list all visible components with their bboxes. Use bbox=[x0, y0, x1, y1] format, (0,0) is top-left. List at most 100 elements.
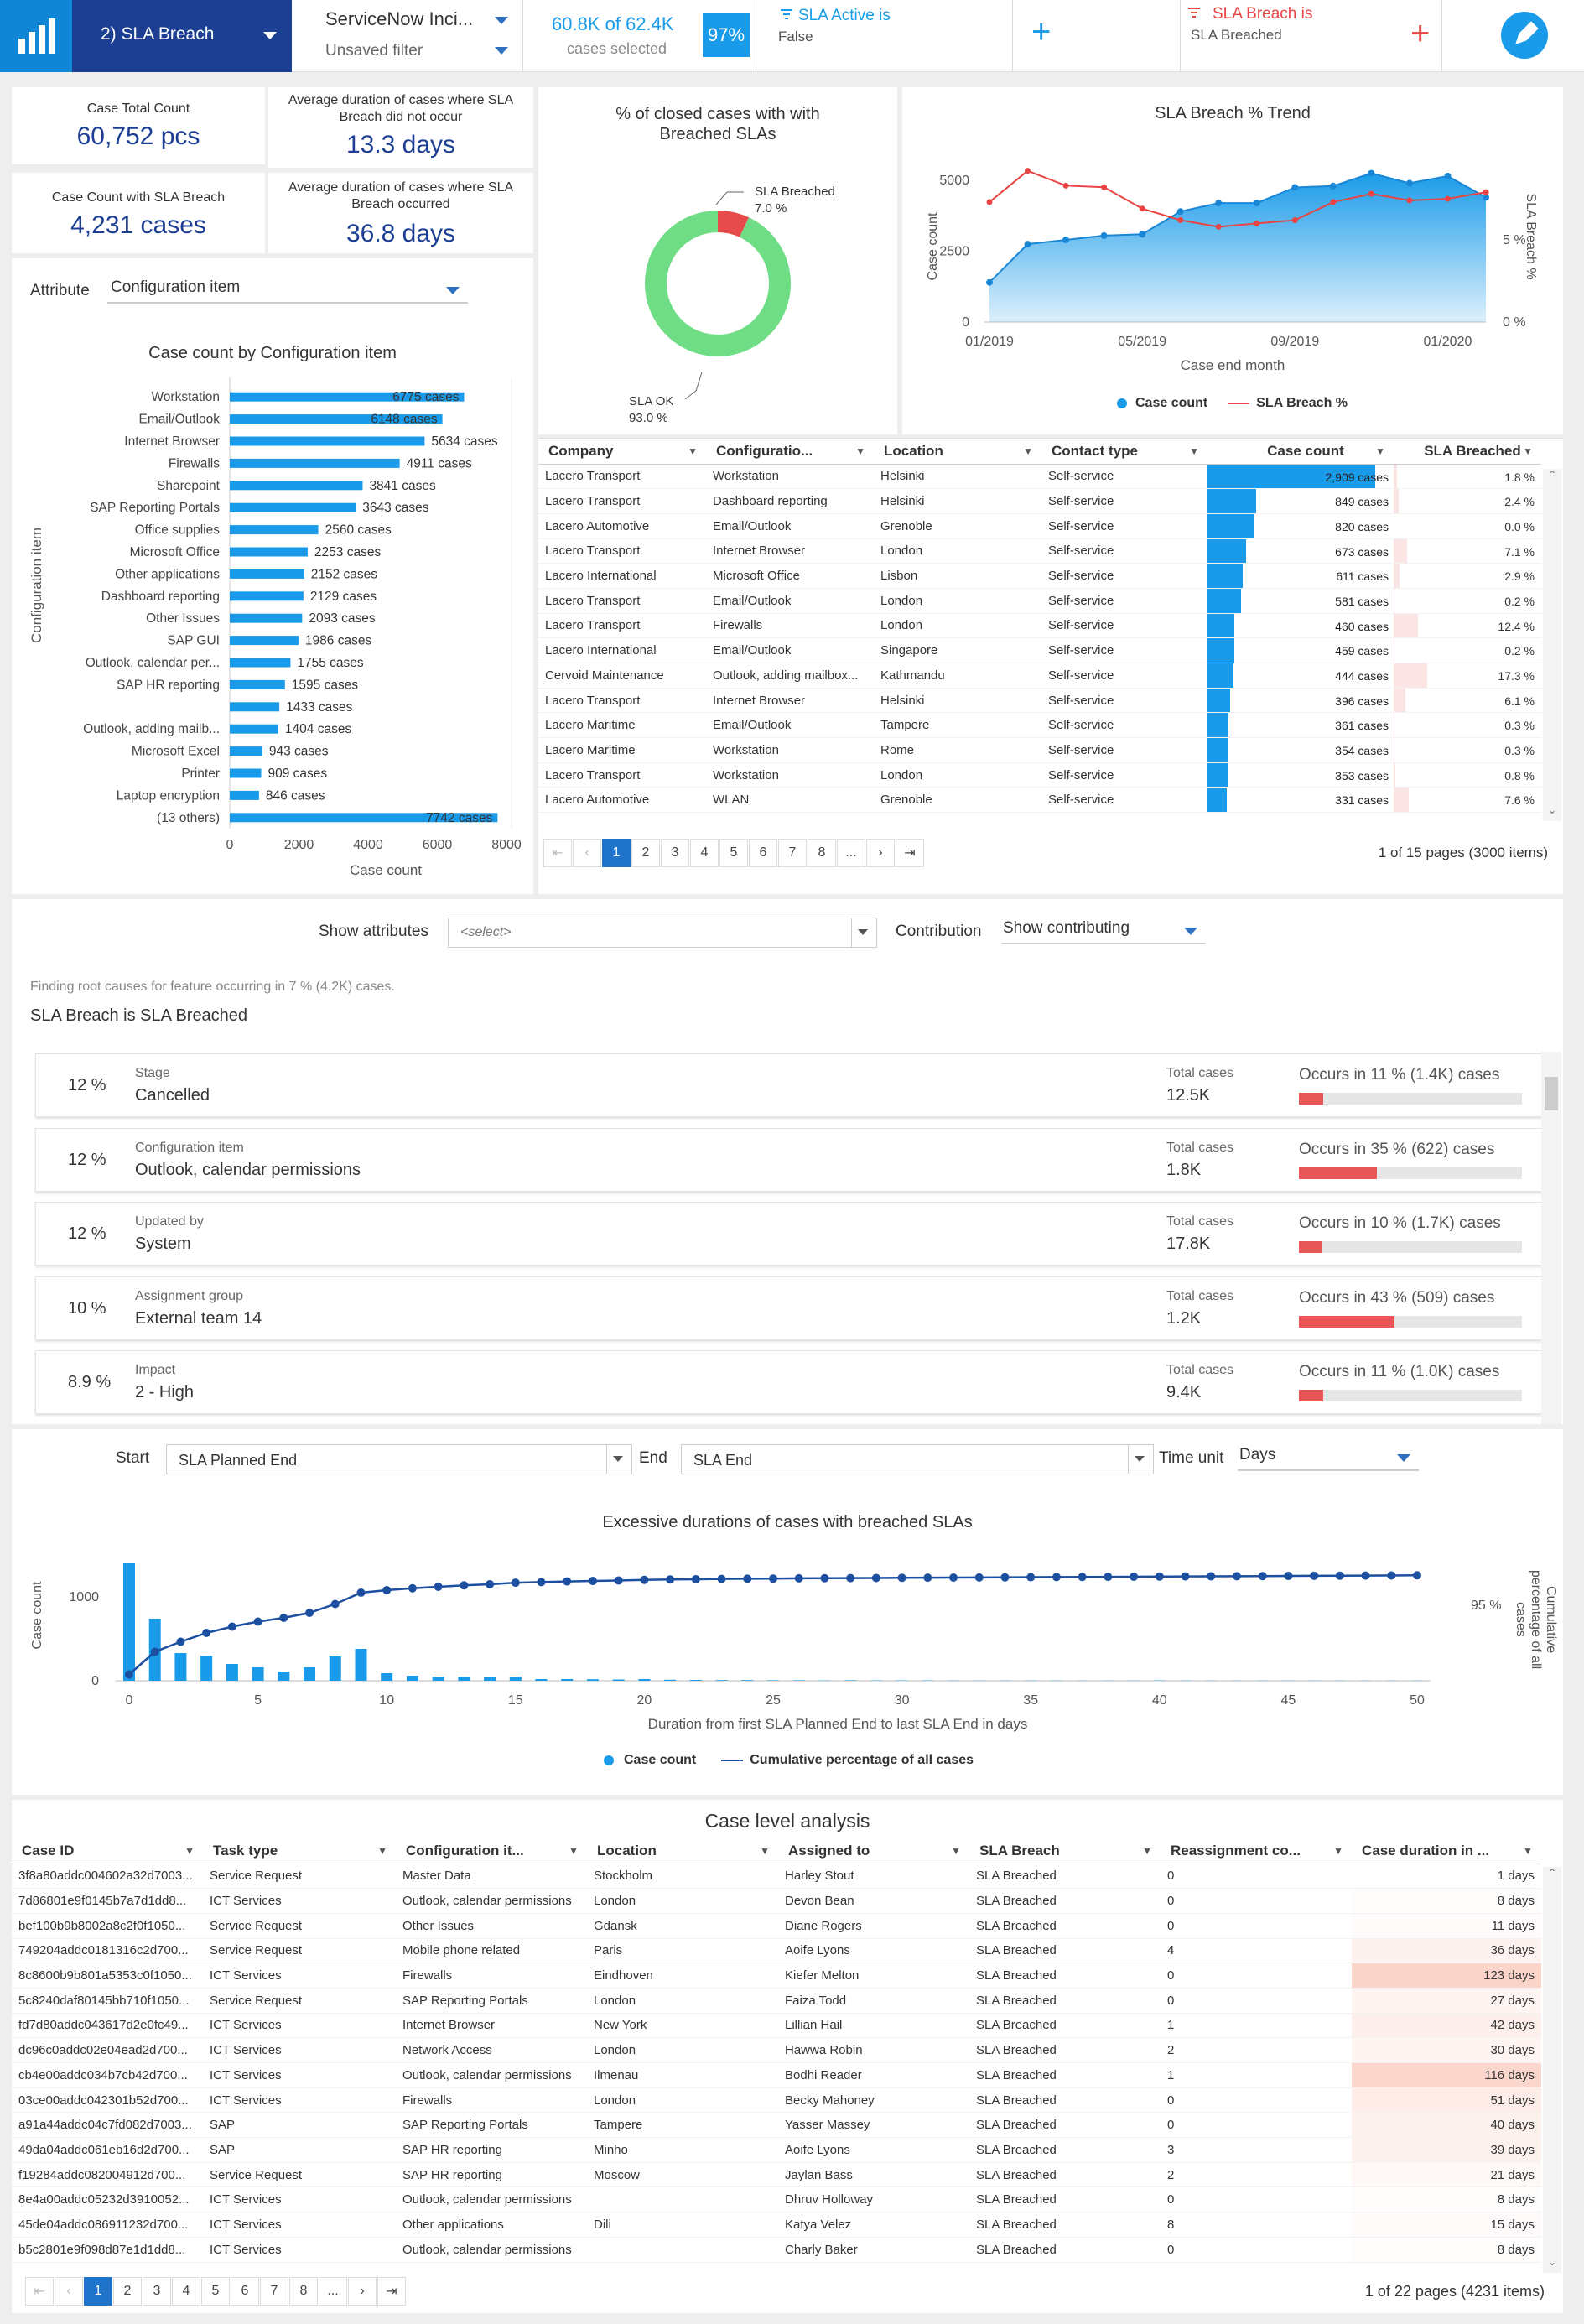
page-button[interactable]: 6 bbox=[749, 839, 777, 867]
column-header[interactable]: Company ▼ bbox=[538, 439, 706, 465]
filter-icon[interactable]: ▼ bbox=[569, 1845, 579, 1857]
scroll-up-icon[interactable]: ⌃ bbox=[1547, 469, 1557, 481]
column-header[interactable]: Case duration in ... ▼ bbox=[1352, 1838, 1541, 1864]
column-header[interactable]: Reassignment co... ▼ bbox=[1161, 1838, 1352, 1864]
column-header[interactable]: Case count ▼ bbox=[1207, 439, 1394, 465]
table-row[interactable]: 45de04addc086911232d700... ICT Services Ot… bbox=[12, 2212, 1541, 2238]
filter-icon[interactable]: ▼ bbox=[184, 1845, 195, 1857]
page-button[interactable]: ... bbox=[837, 839, 865, 867]
filter-icon[interactable]: ▼ bbox=[951, 1845, 961, 1857]
pager-nav-icon[interactable]: ‹ bbox=[55, 2277, 83, 2306]
table-row[interactable]: 8e4a00addc05232d3910052... ICT Services Ou… bbox=[12, 2186, 1541, 2213]
filter-icon[interactable]: ▼ bbox=[1142, 1845, 1152, 1857]
pager-nav-icon[interactable]: ⇥ bbox=[377, 2277, 406, 2306]
filter-icon[interactable]: ▼ bbox=[1375, 445, 1385, 457]
table-row[interactable]: Lacero Transport Workstation Helsinki Self-… bbox=[538, 464, 1541, 490]
table-row[interactable]: Lacero Maritime Email/Outlook Tampere Self-… bbox=[538, 712, 1541, 739]
scroll-down-icon[interactable]: ⌄ bbox=[1547, 804, 1557, 816]
root-cause-card[interactable]: 10 % Assignment group External team 14 Tota… bbox=[35, 1276, 1543, 1340]
table-row[interactable]: Lacero Automotive Email/Outlook Grenoble Se… bbox=[538, 513, 1541, 539]
page-button[interactable]: 8 bbox=[808, 839, 836, 867]
root-cause-card[interactable]: 12 % Stage Cancelled Total cases 12.5K Occurs… bbox=[35, 1053, 1543, 1117]
pager-nav-icon[interactable]: ⇤ bbox=[25, 2277, 54, 2306]
end-select[interactable]: SLA End bbox=[681, 1444, 1154, 1474]
time-unit-dropdown[interactable]: Days bbox=[1238, 1444, 1419, 1471]
table-row[interactable]: Lacero Transport Email/Outlook London Self-… bbox=[538, 588, 1541, 614]
table-row[interactable]: f19284addc082004912d700... Service Reques… bbox=[12, 2162, 1541, 2188]
vertical-scrollbar[interactable] bbox=[1541, 1052, 1561, 1424]
root-cause-card[interactable]: 8.9 % Impact 2 - High Total cases 9.4K Occurs… bbox=[35, 1350, 1543, 1414]
root-cause-card[interactable]: 12 % Configuration item Outlook, calendar … bbox=[35, 1127, 1543, 1192]
model-selector[interactable]: ServiceNow Inci... Unsaved filter bbox=[304, 0, 523, 72]
page-button[interactable]: 1 bbox=[84, 2277, 112, 2306]
filter-icon[interactable]: ▼ bbox=[1333, 1845, 1343, 1857]
column-header[interactable]: Configuratio... ▼ bbox=[706, 439, 874, 465]
table-row[interactable]: 03ce00addc042301b52d700... ICT Services Fi… bbox=[12, 2087, 1541, 2113]
table-row[interactable]: Lacero Maritime Workstation Rome Self-servi… bbox=[538, 737, 1541, 763]
filter-icon[interactable]: ▼ bbox=[1023, 445, 1033, 457]
table-row[interactable]: Lacero Transport Workstation London Self-se… bbox=[538, 762, 1541, 788]
filter-icon[interactable]: ▼ bbox=[688, 445, 698, 457]
scroll-thumb[interactable] bbox=[1545, 1077, 1558, 1110]
filter-icon[interactable]: ▼ bbox=[1189, 445, 1199, 457]
table-row[interactable]: Lacero Transport Dashboard reporting Helsi… bbox=[538, 488, 1541, 514]
table-row[interactable]: 7d86801e9f0145b7a7d1dd8... ICT Services Ou… bbox=[12, 1888, 1541, 1914]
filter-icon[interactable]: ▼ bbox=[377, 1845, 387, 1857]
table-row[interactable]: 8c8600b9b801a5353c0f1050... ICT Services F… bbox=[12, 1963, 1541, 1989]
dropdown-button[interactable] bbox=[851, 918, 876, 947]
table-row[interactable]: fd7d80addc043617d2e0fc49... ICT Services I… bbox=[12, 2013, 1541, 2039]
scroll-down-icon[interactable]: ⌄ bbox=[1547, 2256, 1557, 2268]
page-button[interactable]: 4 bbox=[172, 2277, 200, 2306]
edit-button[interactable] bbox=[1501, 12, 1548, 59]
pager-nav-icon[interactable]: ⇥ bbox=[896, 839, 924, 867]
filter-icon[interactable]: ▼ bbox=[855, 445, 865, 457]
table-row[interactable]: Lacero International Email/Outlook Singapo… bbox=[538, 637, 1541, 663]
app-logo[interactable] bbox=[0, 0, 72, 72]
filter-icon[interactable]: ▼ bbox=[1523, 445, 1533, 457]
add-filter-button[interactable]: + bbox=[1013, 0, 1181, 72]
page-button[interactable]: 8 bbox=[289, 2277, 318, 2306]
table-row[interactable]: 5c8240daf80145bb710f1050... Service Reque… bbox=[12, 1988, 1541, 2014]
page-button[interactable]: ... bbox=[319, 2277, 347, 2306]
column-header[interactable]: Contact type ▼ bbox=[1041, 439, 1207, 465]
page-button[interactable]: 5 bbox=[201, 2277, 230, 2306]
table-row[interactable]: 49da04addc061eb16d2d700... SAP SAP HR repo… bbox=[12, 2137, 1541, 2163]
filter-chip-sla-breach[interactable]: SLA Breach is SLA Breached + bbox=[1181, 0, 1442, 72]
page-button[interactable]: 7 bbox=[260, 2277, 288, 2306]
page-button[interactable]: 6 bbox=[231, 2277, 259, 2306]
table-row[interactable]: Cervoid Maintenance Outlook, adding mailb… bbox=[538, 663, 1541, 689]
filter-icon[interactable]: ▼ bbox=[760, 1845, 770, 1857]
page-button[interactable]: 3 bbox=[143, 2277, 171, 2306]
pager-nav-icon[interactable]: › bbox=[348, 2277, 377, 2306]
start-select[interactable]: SLA Planned End bbox=[166, 1444, 632, 1474]
filter-icon[interactable]: ▼ bbox=[1523, 1845, 1533, 1857]
table-row[interactable]: Lacero International Microsoft Office Lisb… bbox=[538, 563, 1541, 589]
table-row[interactable]: b5c2801e9f098d87e1d1dd8... ICT Services Ou… bbox=[12, 2237, 1541, 2263]
page-button[interactable]: 7 bbox=[778, 839, 807, 867]
sheet-selector[interactable]: 2) SLA Breach bbox=[72, 0, 292, 72]
pager-nav-icon[interactable]: ⇤ bbox=[543, 839, 572, 867]
column-header[interactable]: Location ▼ bbox=[874, 439, 1041, 465]
dropdown-button[interactable] bbox=[1128, 1445, 1153, 1474]
table-row[interactable]: Lacero Automotive WLAN Grenoble Self-servic… bbox=[538, 787, 1541, 814]
pager-nav-icon[interactable]: ‹ bbox=[573, 839, 601, 867]
page-button[interactable]: 2 bbox=[113, 2277, 142, 2306]
page-button[interactable]: 1 bbox=[602, 839, 631, 867]
vertical-scrollbar[interactable]: ⌃ ⌄ bbox=[1543, 469, 1561, 821]
contribution-dropdown[interactable]: Show contributing bbox=[1001, 918, 1206, 944]
plus-icon[interactable]: + bbox=[1410, 15, 1431, 52]
column-header[interactable]: Configuration it... ▼ bbox=[396, 1838, 587, 1864]
pager-nav-icon[interactable]: › bbox=[866, 839, 895, 867]
page-button[interactable]: 2 bbox=[631, 839, 660, 867]
table-row[interactable]: 749204addc0181316c2d700... Service Reques… bbox=[12, 1938, 1541, 1964]
root-cause-card[interactable]: 12 % Updated by System Total cases 17.8K Occu… bbox=[35, 1202, 1543, 1266]
column-header[interactable]: Case ID ▼ bbox=[12, 1838, 203, 1864]
vertical-scrollbar[interactable]: ⌃ ⌄ bbox=[1543, 1867, 1561, 2273]
table-row[interactable]: 3f8a80addc004602a32d7003... Service Reque… bbox=[12, 1864, 1541, 1890]
show-attributes-select[interactable]: <select> bbox=[448, 918, 877, 948]
table-row[interactable]: a91a44addc04c7fd082d7003... SAP SAP Report… bbox=[12, 2112, 1541, 2139]
column-header[interactable]: Task type ▼ bbox=[203, 1838, 396, 1864]
column-header[interactable]: Location ▼ bbox=[587, 1838, 778, 1864]
table-row[interactable]: bef100b9b8002a8c2f0f1050... Service Reque… bbox=[12, 1913, 1541, 1939]
filter-chip-sla-active[interactable]: SLA Active is False bbox=[770, 0, 1013, 72]
